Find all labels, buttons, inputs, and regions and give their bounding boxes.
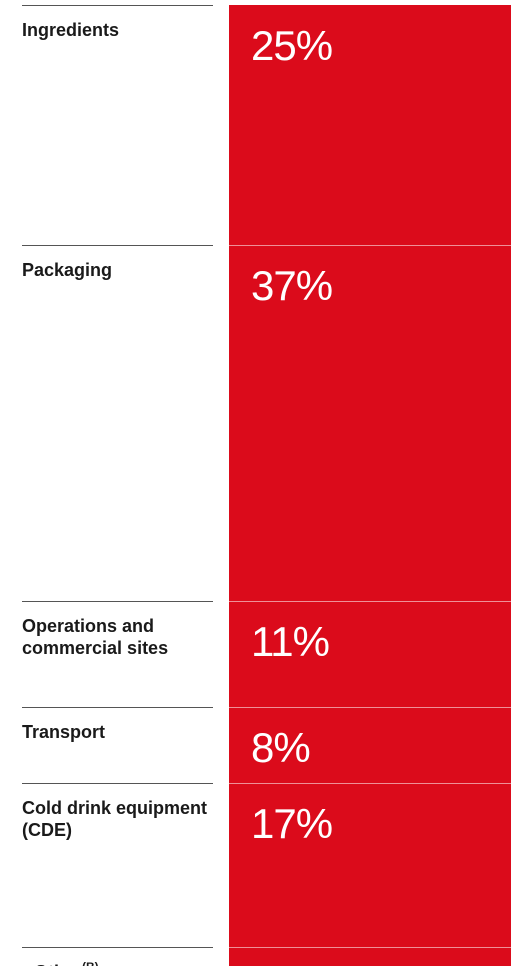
bar-segment xyxy=(229,706,511,784)
value-label: 25% xyxy=(251,22,333,69)
category-rule xyxy=(22,946,213,948)
category-label: Cold drink equipment (CDE) xyxy=(22,797,212,841)
category-label: Ingredients xyxy=(22,19,212,41)
category-label: Packaging xyxy=(22,259,212,281)
category-label-text: Cold drink equipment (CDE) xyxy=(22,798,208,841)
category-label-text: Ingredients xyxy=(22,20,120,40)
value-label: 17% xyxy=(251,800,333,848)
bar-segment xyxy=(229,783,511,947)
category-rule xyxy=(22,706,213,708)
category-label-text: Operations and commercial sites xyxy=(22,615,169,658)
value-label: 11% xyxy=(251,617,330,665)
category-label-text: Packaging xyxy=(22,260,113,281)
segment-divider xyxy=(229,245,511,247)
category-label: Operations and commercial sites xyxy=(22,615,212,659)
footnote-marker: (B) xyxy=(82,960,99,966)
bar-segment xyxy=(229,600,511,707)
bar-segment xyxy=(229,946,511,966)
category-label: Transport xyxy=(22,721,212,743)
value-label: 2% xyxy=(251,964,311,966)
category-rule xyxy=(22,245,213,247)
bar-segment xyxy=(229,245,511,601)
category-rule xyxy=(22,600,213,602)
segment-divider xyxy=(229,600,511,602)
segment-divider xyxy=(229,706,511,708)
category-rule xyxy=(22,783,213,785)
segment-divider xyxy=(229,946,511,948)
category-label: Other(B) xyxy=(34,961,224,966)
value-label: 8% xyxy=(251,723,311,771)
segment-divider xyxy=(229,783,511,785)
value-label: 37% xyxy=(251,262,333,310)
category-rule xyxy=(22,5,213,6)
category-label-text: Transport xyxy=(22,721,106,742)
bar-segment xyxy=(229,5,511,246)
category-label-text: Other xyxy=(34,962,82,966)
